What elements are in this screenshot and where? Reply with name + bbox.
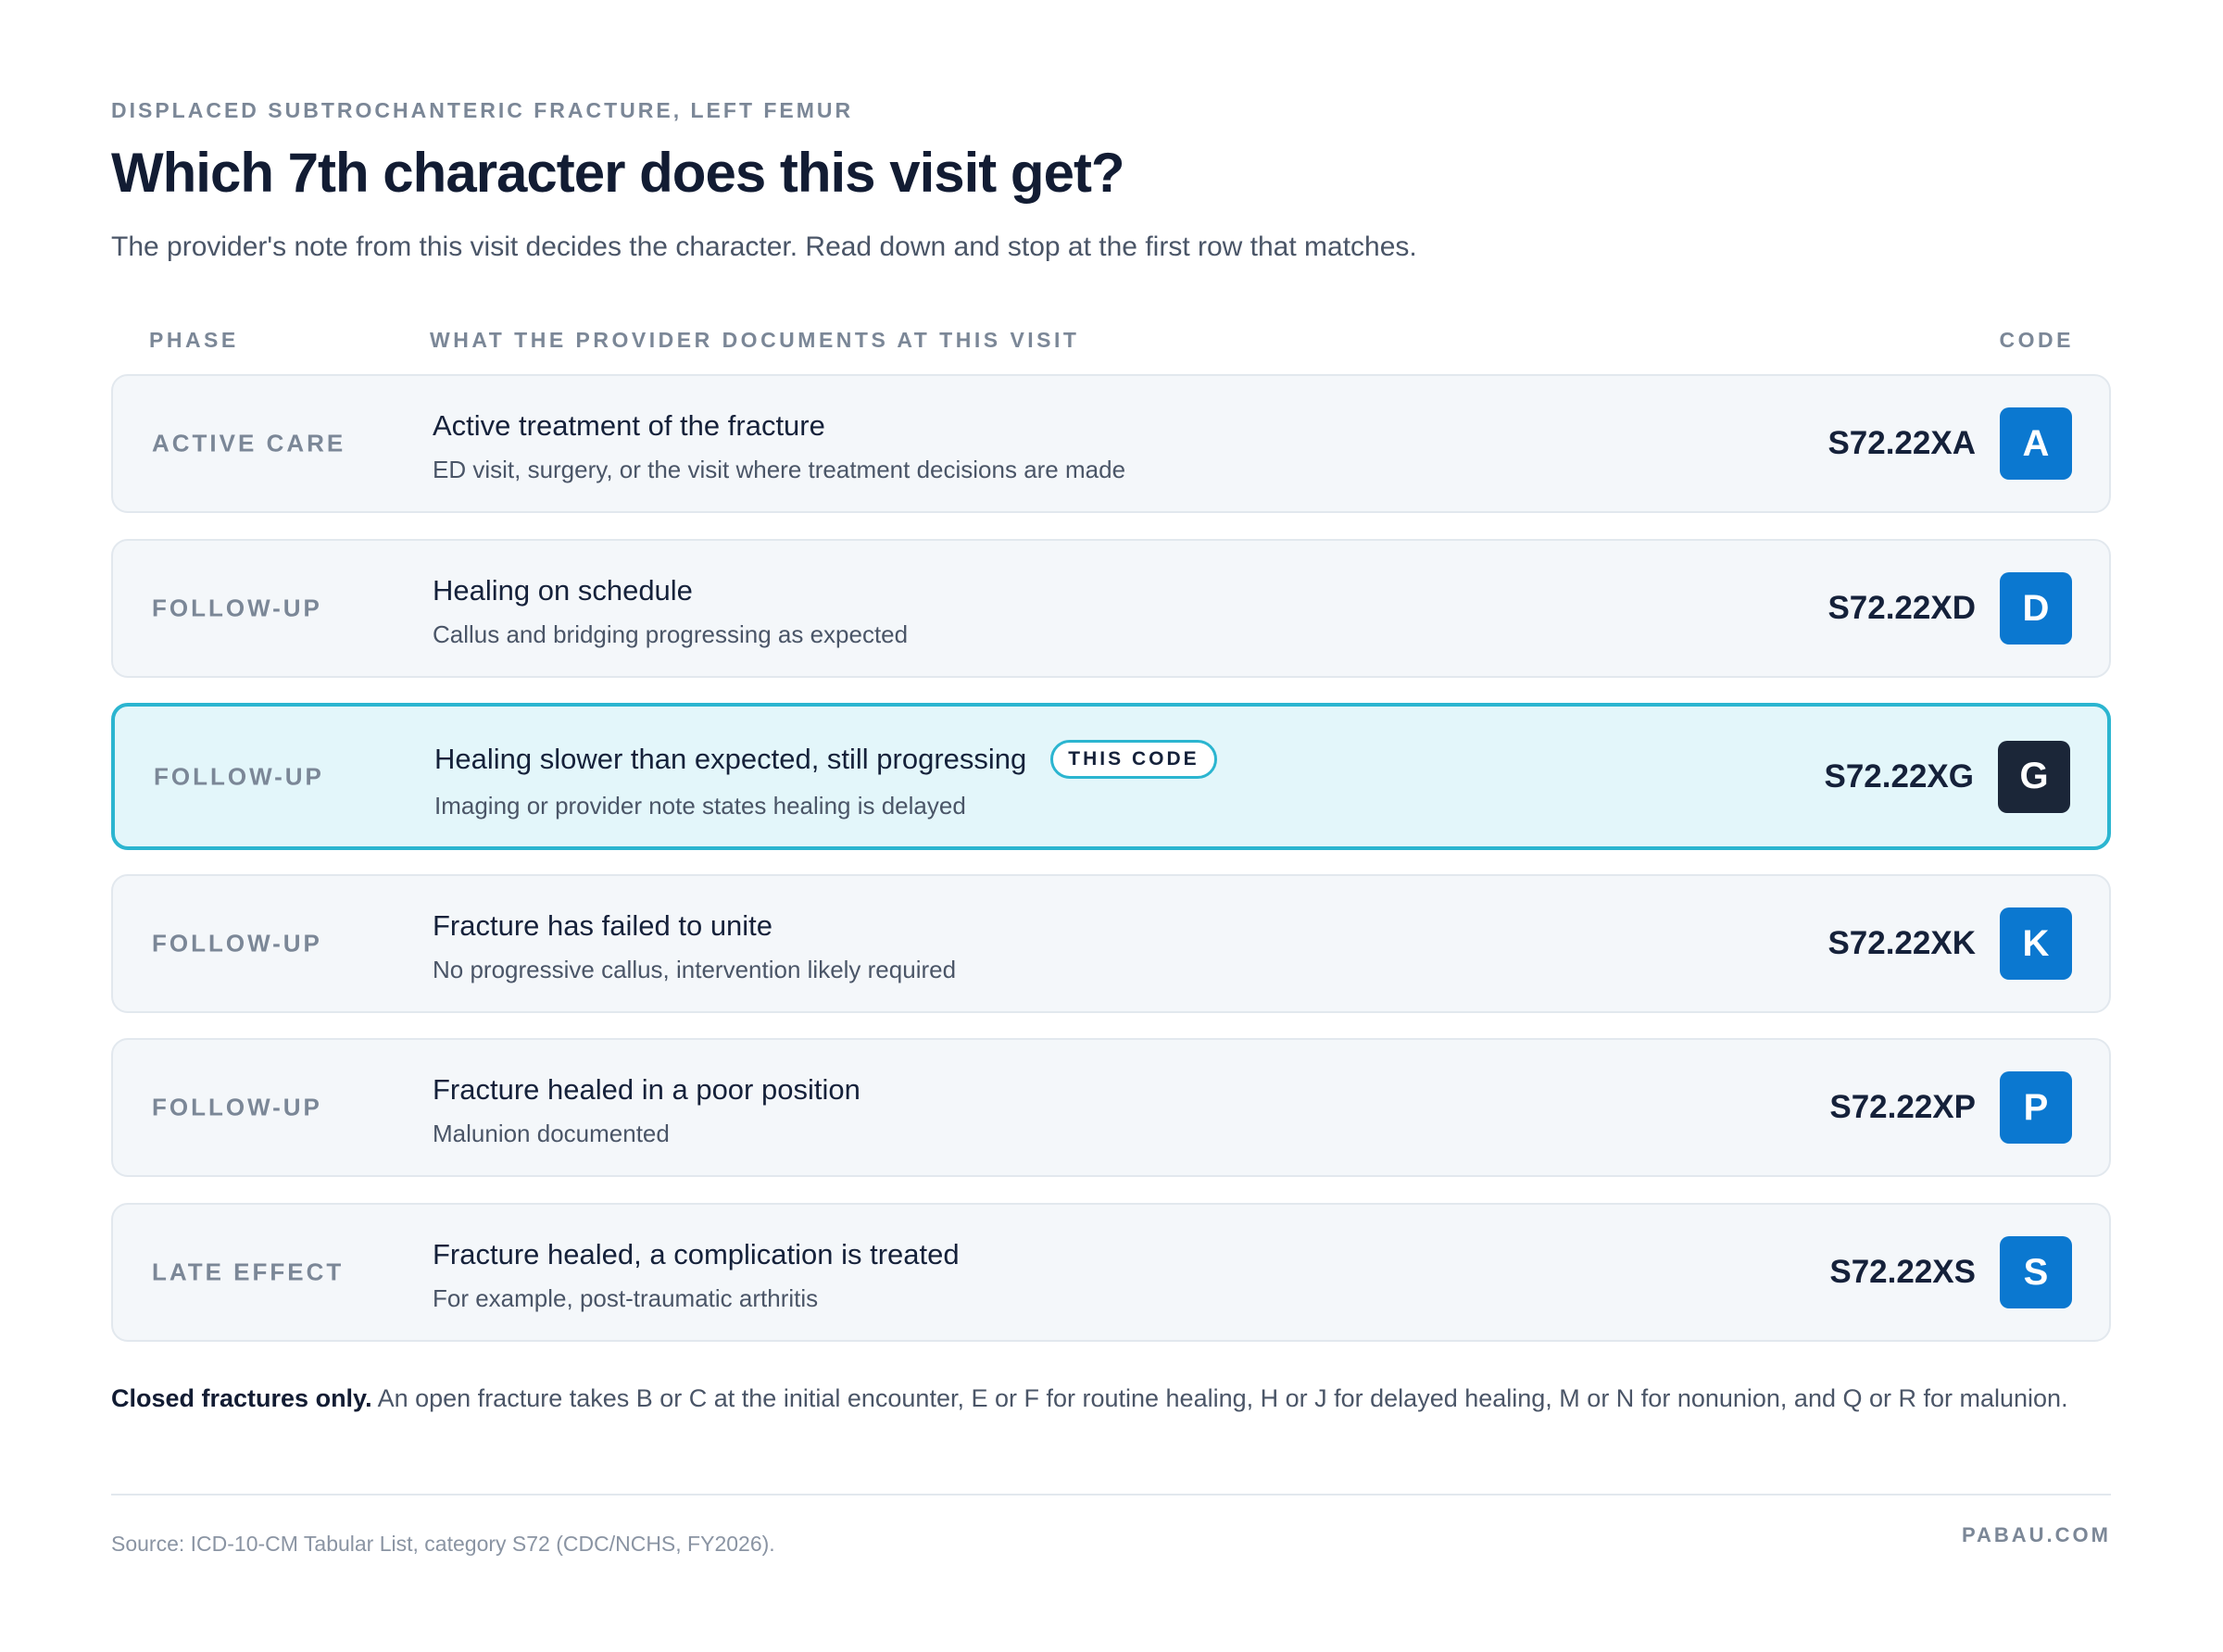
title: Which 7th character does this visit get? — [111, 142, 1125, 204]
row-description: No progressive callus, intervention like… — [433, 956, 957, 983]
subtitle: The provider's note from this visit deci… — [111, 232, 1417, 262]
column-header: CODE — [1999, 328, 2074, 352]
phase: FOLLOW-UP — [152, 1093, 322, 1121]
letter-badge: S — [2000, 1236, 2072, 1308]
row-title-text: Fracture has failed to unite — [433, 909, 773, 942]
footnote: Closed fractures only. An open fracture … — [111, 1380, 2112, 1417]
row-title: Fracture has failed to unite — [433, 909, 772, 943]
phase: FOLLOW-UP — [154, 762, 324, 790]
row-description: ED visit, surgery, or the visit where tr… — [433, 456, 1126, 483]
row-title: Active treatment of the fracture — [433, 409, 825, 443]
column-header: WHAT THE PROVIDER DOCUMENTS AT THIS VISI… — [430, 328, 1080, 352]
code: S72.22XA — [1827, 425, 1976, 461]
code: S72.22XG — [1824, 757, 1975, 795]
brand: PABAU.COM — [1961, 1523, 2111, 1546]
row-title: Fracture healed in a poor position — [433, 1073, 860, 1107]
row-title-text: Healing on schedule — [433, 574, 693, 607]
phase: ACTIVE CARE — [152, 429, 346, 457]
table-row: FOLLOW-UP Healing on schedule Callus and b… — [111, 539, 2111, 678]
phase: FOLLOW-UP — [152, 929, 322, 957]
letter-badge: K — [2000, 907, 2072, 980]
table-row: FOLLOW-UP Healing slower than expected, s… — [111, 703, 2111, 850]
row-title: Healing slower than expected, still prog… — [434, 740, 1217, 779]
phase: FOLLOW-UP — [152, 594, 322, 622]
column-header: PHASE — [149, 328, 239, 352]
code: S72.22XP — [1829, 1089, 1976, 1125]
row-title-text: Healing slower than expected, still prog… — [434, 743, 1027, 775]
row-title-text: Active treatment of the fracture — [433, 409, 825, 442]
footnote-lead: Closed fractures only. — [111, 1384, 372, 1412]
source: Source: ICD-10-CM Tabular List, category… — [111, 1532, 775, 1556]
table-row: ACTIVE CARE Active treatment of the fract… — [111, 374, 2111, 513]
code: S72.22XD — [1827, 590, 1976, 626]
letter-badge: G — [1998, 740, 2070, 813]
row-title-text: Fracture healed, a complication is treat… — [433, 1238, 960, 1270]
code: S72.22XK — [1827, 925, 1976, 961]
row-title-text: Fracture healed in a poor position — [433, 1073, 860, 1106]
row-description: Imaging or provider note states healing … — [434, 792, 966, 820]
letter-badge: D — [2000, 572, 2072, 645]
row-title: Healing on schedule — [433, 574, 693, 607]
table-row: FOLLOW-UP Fracture healed in a poor posit… — [111, 1038, 2111, 1177]
phase: LATE EFFECT — [152, 1258, 345, 1286]
table-row: FOLLOW-UP Fracture has failed to unite No … — [111, 874, 2111, 1013]
row-description: Callus and bridging progressing as expec… — [433, 620, 909, 648]
table-row: LATE EFFECT Fracture healed, a complicati… — [111, 1203, 2111, 1342]
tag: THIS CODE — [1050, 740, 1217, 779]
row-title: Fracture healed, a complication is treat… — [433, 1238, 960, 1271]
code: S72.22XS — [1829, 1254, 1976, 1290]
row-description: For example, post-traumatic arthritis — [433, 1284, 819, 1312]
letter-badge: P — [2000, 1071, 2072, 1144]
divider — [111, 1494, 2111, 1496]
row-description: Malunion documented — [433, 1120, 670, 1147]
footnote-text: An open fracture takes B or C at the ini… — [377, 1384, 2068, 1412]
eyebrow: DISPLACED SUBTROCHANTERIC FRACTURE, LEFT… — [111, 98, 854, 122]
letter-badge: A — [2000, 407, 2072, 480]
